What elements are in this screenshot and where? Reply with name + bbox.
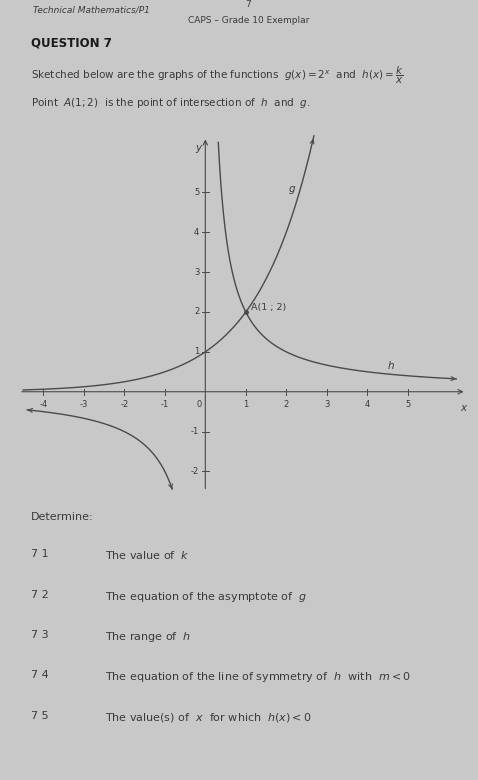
Text: x: x: [460, 403, 467, 413]
Text: 2: 2: [194, 307, 199, 317]
Text: 5: 5: [194, 188, 199, 197]
Text: y: y: [195, 143, 201, 153]
Text: The equation of the asymptote of  $g$: The equation of the asymptote of $g$: [105, 590, 307, 604]
Text: -1: -1: [191, 427, 199, 436]
Text: 7 4: 7 4: [31, 670, 49, 680]
Text: The range of  $h$: The range of $h$: [105, 630, 191, 644]
Text: A(1 ; 2): A(1 ; 2): [250, 303, 286, 312]
Text: 7 5: 7 5: [31, 711, 49, 721]
Text: 7: 7: [246, 0, 251, 9]
Text: Determine:: Determine:: [31, 512, 94, 522]
Text: 2: 2: [283, 399, 289, 409]
Text: 1: 1: [243, 399, 249, 409]
Text: 0: 0: [196, 399, 202, 409]
Text: h: h: [388, 360, 394, 370]
Text: 7 1: 7 1: [31, 549, 49, 559]
Text: 7 2: 7 2: [31, 590, 49, 600]
Text: 3: 3: [324, 399, 329, 409]
Text: 1: 1: [194, 347, 199, 356]
Text: -2: -2: [191, 467, 199, 476]
Text: CAPS – Grade 10 Exemplar: CAPS – Grade 10 Exemplar: [188, 16, 309, 25]
Text: Point  $A(1; 2)$  is the point of intersection of  $h$  and  $g$.: Point $A(1; 2)$ is the point of intersec…: [31, 96, 311, 110]
Text: 3: 3: [194, 268, 199, 277]
Text: 4: 4: [365, 399, 370, 409]
Text: -3: -3: [80, 399, 88, 409]
Text: Technical Mathematics/P1: Technical Mathematics/P1: [33, 5, 151, 14]
Text: g: g: [288, 184, 295, 194]
Text: The value of  $k$: The value of $k$: [105, 549, 190, 561]
Text: QUESTION 7: QUESTION 7: [31, 37, 112, 50]
Text: -4: -4: [39, 399, 47, 409]
Text: The equation of the line of symmetry of  $h$  with  $m < 0$: The equation of the line of symmetry of …: [105, 670, 411, 684]
Text: 5: 5: [405, 399, 410, 409]
Text: 4: 4: [194, 228, 199, 237]
Text: -1: -1: [161, 399, 169, 409]
Text: 7 3: 7 3: [31, 630, 49, 640]
Text: -2: -2: [120, 399, 129, 409]
Text: The value(s) of  $x$  for which  $h(x) < 0$: The value(s) of $x$ for which $h(x) < 0$: [105, 711, 312, 724]
Text: Sketched below are the graphs of the functions  $g(x) = 2^x$  and  $h(x) = \dfra: Sketched below are the graphs of the fun…: [31, 65, 404, 87]
